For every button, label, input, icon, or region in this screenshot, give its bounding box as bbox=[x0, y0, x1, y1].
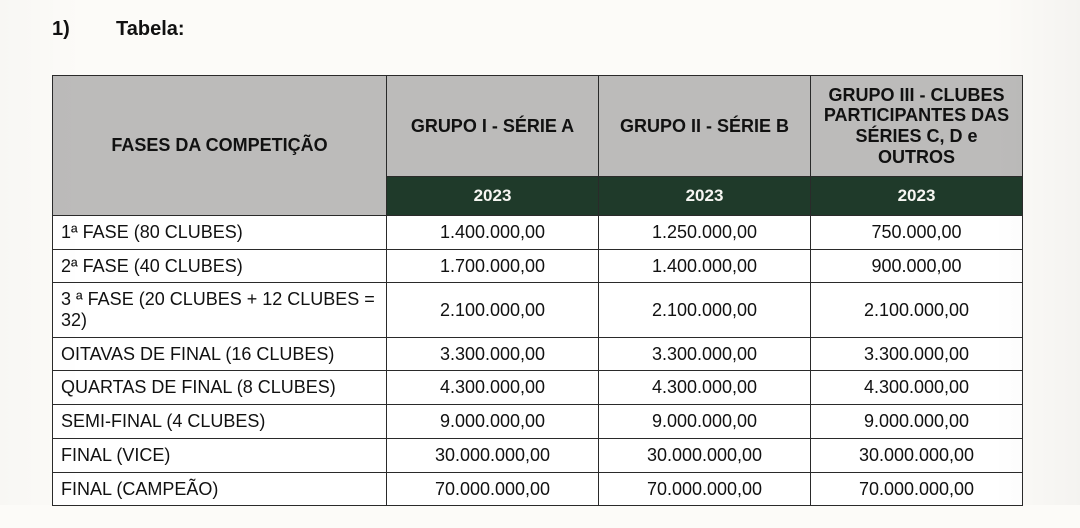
cell-group-3: 2.100.000,00 bbox=[811, 283, 1023, 337]
col-header-phase: FASES DA COMPETIÇÃO bbox=[53, 76, 387, 216]
section-title-text: Tabela: bbox=[116, 18, 185, 41]
table-header-row-top: FASES DA COMPETIÇÃO GRUPO I - SÉRIE A GR… bbox=[53, 76, 1023, 177]
cell-phase: SEMI-FINAL (4 CLUBES) bbox=[53, 405, 387, 439]
col-header-group-1: GRUPO I - SÉRIE A bbox=[387, 76, 599, 177]
col-year-group-2: 2023 bbox=[599, 177, 811, 216]
cell-group-3: 70.000.000,00 bbox=[811, 472, 1023, 506]
table-row: 3 ª FASE (20 CLUBES + 12 CLUBES = 32)2.1… bbox=[53, 283, 1023, 337]
section-number: 1) bbox=[52, 18, 80, 41]
cell-group-2: 30.000.000,00 bbox=[599, 438, 811, 472]
cell-group-2: 1.400.000,00 bbox=[599, 249, 811, 283]
col-year-group-1: 2023 bbox=[387, 177, 599, 216]
cell-phase: 2ª FASE (40 CLUBES) bbox=[53, 249, 387, 283]
section-title: 1) Tabela: bbox=[52, 18, 1052, 41]
cell-phase: 1ª FASE (80 CLUBES) bbox=[53, 216, 387, 250]
cell-group-3: 900.000,00 bbox=[811, 249, 1023, 283]
cell-group-3: 9.000.000,00 bbox=[811, 405, 1023, 439]
cell-group-2: 70.000.000,00 bbox=[599, 472, 811, 506]
cell-phase: 3 ª FASE (20 CLUBES + 12 CLUBES = 32) bbox=[53, 283, 387, 337]
cell-group-3: 3.300.000,00 bbox=[811, 337, 1023, 371]
cell-group-3: 4.300.000,00 bbox=[811, 371, 1023, 405]
cell-group-3: 750.000,00 bbox=[811, 216, 1023, 250]
cell-phase: QUARTAS DE FINAL (8 CLUBES) bbox=[53, 371, 387, 405]
cell-group-1: 1.400.000,00 bbox=[387, 216, 599, 250]
col-header-group-2: GRUPO II - SÉRIE B bbox=[599, 76, 811, 177]
cell-phase: FINAL (VICE) bbox=[53, 438, 387, 472]
prize-money-table: FASES DA COMPETIÇÃO GRUPO I - SÉRIE A GR… bbox=[52, 75, 1023, 506]
table-row: QUARTAS DE FINAL (8 CLUBES)4.300.000,004… bbox=[53, 371, 1023, 405]
cell-group-1: 3.300.000,00 bbox=[387, 337, 599, 371]
table-body: 1ª FASE (80 CLUBES)1.400.000,001.250.000… bbox=[53, 216, 1023, 506]
cell-group-2: 9.000.000,00 bbox=[599, 405, 811, 439]
table-row: 1ª FASE (80 CLUBES)1.400.000,001.250.000… bbox=[53, 216, 1023, 250]
col-header-group-3: GRUPO III - CLUBES PARTICIPANTES DAS SÉR… bbox=[811, 76, 1023, 177]
col-year-group-3: 2023 bbox=[811, 177, 1023, 216]
cell-group-1: 4.300.000,00 bbox=[387, 371, 599, 405]
cell-group-1: 9.000.000,00 bbox=[387, 405, 599, 439]
cell-group-2: 1.250.000,00 bbox=[599, 216, 811, 250]
cell-group-1: 1.700.000,00 bbox=[387, 249, 599, 283]
cell-group-1: 2.100.000,00 bbox=[387, 283, 599, 337]
cell-phase: OITAVAS DE FINAL (16 CLUBES) bbox=[53, 337, 387, 371]
table-row: OITAVAS DE FINAL (16 CLUBES)3.300.000,00… bbox=[53, 337, 1023, 371]
cell-group-2: 2.100.000,00 bbox=[599, 283, 811, 337]
document-page: 1) Tabela: FASES DA COMPETIÇÃO GRUPO I -… bbox=[0, 0, 1080, 528]
table-row: SEMI-FINAL (4 CLUBES)9.000.000,009.000.0… bbox=[53, 405, 1023, 439]
cell-phase: FINAL (CAMPEÃO) bbox=[53, 472, 387, 506]
table-row: FINAL (CAMPEÃO)70.000.000,0070.000.000,0… bbox=[53, 472, 1023, 506]
table-row: 2ª FASE (40 CLUBES)1.700.000,001.400.000… bbox=[53, 249, 1023, 283]
table-row: FINAL (VICE)30.000.000,0030.000.000,0030… bbox=[53, 438, 1023, 472]
cell-group-1: 30.000.000,00 bbox=[387, 438, 599, 472]
cell-group-2: 4.300.000,00 bbox=[599, 371, 811, 405]
cell-group-2: 3.300.000,00 bbox=[599, 337, 811, 371]
cell-group-3: 30.000.000,00 bbox=[811, 438, 1023, 472]
cell-group-1: 70.000.000,00 bbox=[387, 472, 599, 506]
